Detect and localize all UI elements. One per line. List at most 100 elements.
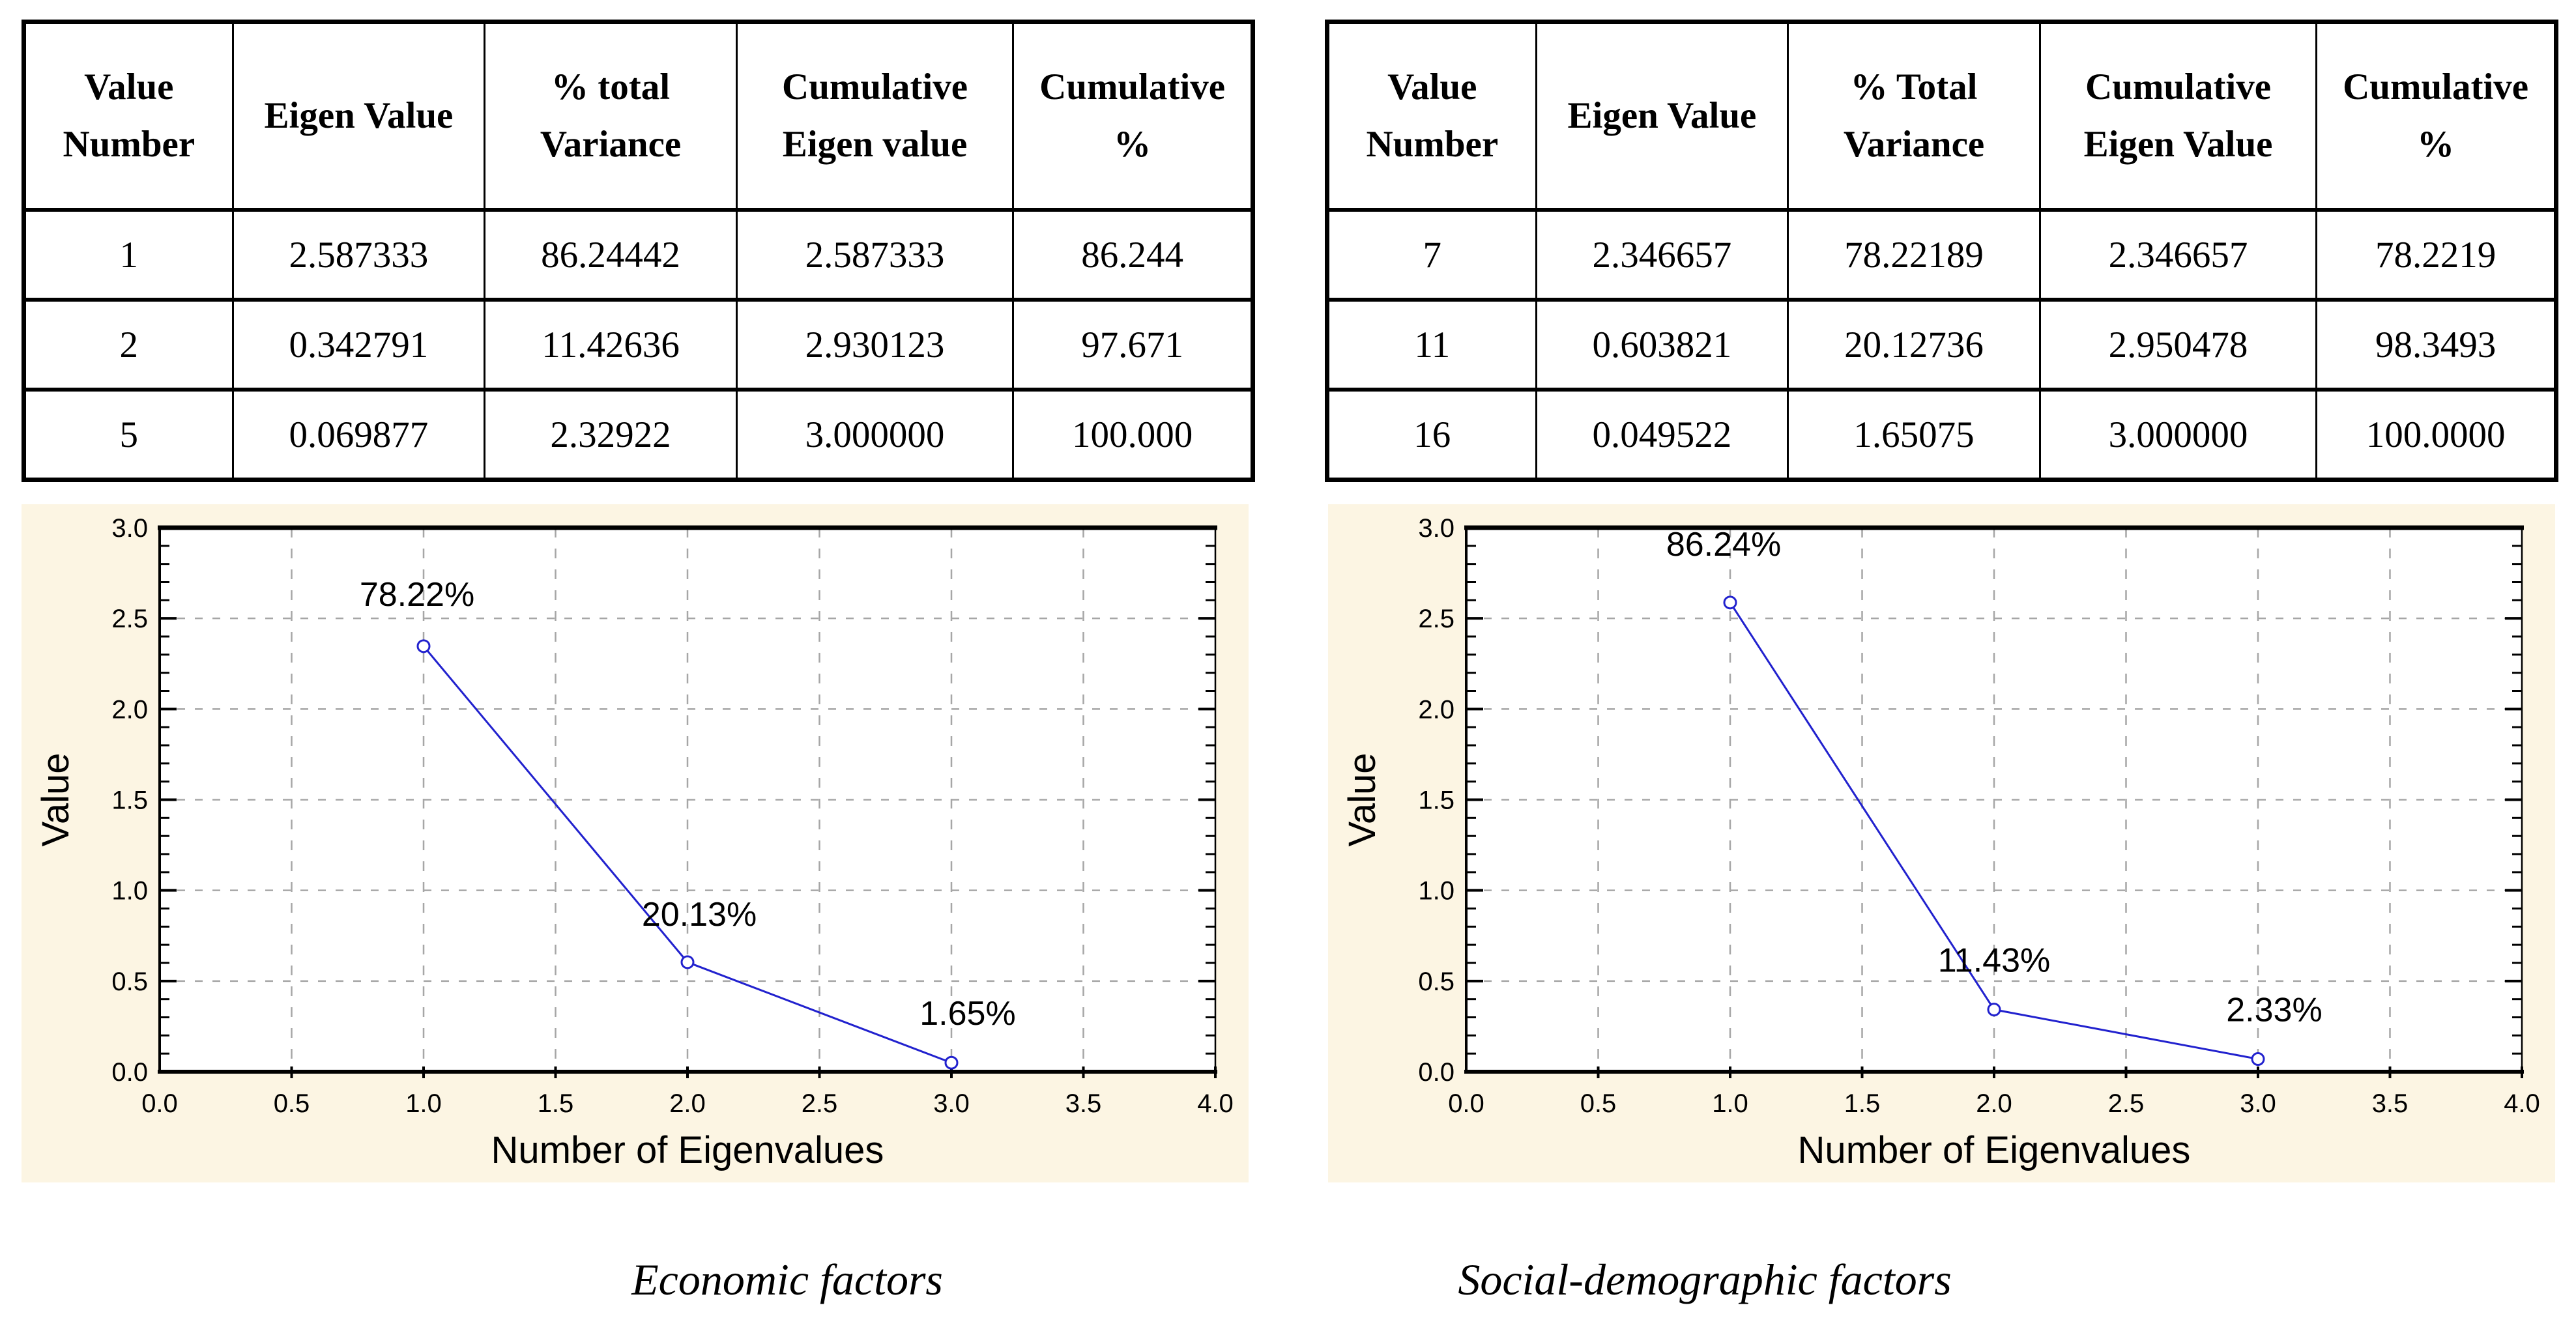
table-cell: 2.346657: [1535, 208, 1789, 302]
svg-text:1.5: 1.5: [1844, 1089, 1881, 1118]
svg-text:0.0: 0.0: [1448, 1089, 1484, 1118]
table-cell: 5: [23, 388, 234, 482]
column-header: Cumulative Eigen value: [735, 20, 1015, 212]
data-point-markers: [416, 639, 959, 1070]
svg-text:78.22%: 78.22%: [360, 576, 474, 614]
svg-text:1.0: 1.0: [111, 877, 148, 906]
svg-text:3.5: 3.5: [1065, 1089, 1102, 1118]
table-row: 2 0.342791 11.42636 2.930123 97.671: [23, 298, 1254, 392]
svg-text:20.13%: 20.13%: [642, 896, 757, 934]
svg-text:2.5: 2.5: [111, 605, 148, 633]
table-cell: 7: [1326, 208, 1537, 302]
svg-text:2.0: 2.0: [669, 1089, 706, 1118]
svg-text:1.65%: 1.65%: [919, 995, 1015, 1033]
svg-text:1.0: 1.0: [1418, 877, 1454, 906]
svg-text:0.5: 0.5: [274, 1089, 310, 1118]
data-point: [944, 1055, 959, 1070]
svg-text:2.0: 2.0: [1976, 1089, 2012, 1118]
data-point: [1987, 1003, 2001, 1017]
svg-text:3.0: 3.0: [1418, 514, 1454, 543]
svg-text:1.0: 1.0: [405, 1089, 442, 1118]
svg-text:1.5: 1.5: [1418, 786, 1454, 815]
table-cell: 2.587333: [231, 208, 486, 302]
data-point: [680, 955, 695, 969]
eigenvalue-table-social-demographic: Value Number Eigen Value% total Variance C…: [22, 20, 1255, 482]
table-row: 7 2.346657 78.22189 2.346657 78.2219: [1326, 208, 2557, 302]
table-cell: 1: [23, 208, 234, 302]
table-cell: 98.3493: [2315, 298, 2557, 392]
table-header-row: Value Number Eigen Value% Total Variance C…: [1326, 20, 2557, 212]
data-point: [2251, 1052, 2265, 1066]
data-point-labels: 78.22% 20.13% 1.65%: [360, 576, 1016, 1033]
y-axis-title: Value: [1341, 752, 1383, 846]
svg-text:0.0: 0.0: [141, 1089, 178, 1118]
column-header: Eigen Value: [231, 20, 486, 212]
table-cell: 0.342791: [231, 298, 486, 392]
svg-text:1.5: 1.5: [538, 1089, 574, 1118]
column-header: % Total Variance: [1787, 20, 2041, 212]
table-cell: 1.65075: [1787, 388, 2041, 482]
data-point-markers: [1723, 595, 2265, 1066]
table-cell: 100.000: [1012, 388, 1254, 482]
table-row: 5 0.069877 2.32922 3.000000 100.000: [23, 388, 1254, 482]
table-cell: 2.32922: [484, 388, 738, 482]
svg-text:1.0: 1.0: [1712, 1089, 1748, 1118]
column-header: Cumulative Eigen Value: [2038, 20, 2318, 212]
svg-text:11.43%: 11.43%: [1938, 942, 2051, 980]
table-cell: 20.12736: [1787, 298, 2041, 392]
table-row: 1 2.587333 86.24442 2.587333 86.244: [23, 208, 1254, 302]
data-point-labels: 86.24% 11.43% 2.33%: [1666, 526, 2323, 1029]
column-header: Cumulative %: [2315, 20, 2557, 212]
eigenvalue-table-economic: Value Number Eigen Value% Total Variance C…: [1325, 20, 2558, 482]
table-header-row: Value Number Eigen Value% total Variance C…: [23, 20, 1254, 212]
svg-text:2.33%: 2.33%: [2226, 992, 2322, 1029]
svg-text:2.5: 2.5: [2108, 1089, 2145, 1118]
table-cell: 2.930123: [735, 298, 1015, 392]
svg-text:4.0: 4.0: [2504, 1089, 2540, 1118]
svg-text:3.5: 3.5: [2372, 1089, 2409, 1118]
scree-plot-economic-factors: 0.0 0.5 1.0 1.5 2.0 2.5 3.0 0.0 0.5 1.0 1.5 2.0 2.5 3…: [22, 504, 1249, 1182]
column-header: Value Number: [1326, 20, 1537, 212]
table-cell: 2.950478: [2038, 298, 2318, 392]
scree-plot-social-demographic-svg: 0.0 0.5 1.0 1.5 2.0 2.5 3.0 0.0 0.5 1.0 1.5 2.0 2.5 3…: [1328, 504, 2555, 1182]
column-header: Cumulative %: [1012, 20, 1254, 212]
svg-text:0.5: 0.5: [1418, 967, 1454, 996]
grid: [1466, 528, 2522, 1072]
axis-ticks: [160, 545, 1217, 1078]
column-header: Value Number: [23, 20, 234, 212]
svg-text:4.0: 4.0: [1197, 1089, 1234, 1118]
column-header: % total Variance: [484, 20, 738, 212]
table-cell: 3.000000: [735, 388, 1015, 482]
table-row: 11 0.603821 20.12736 2.950478 98.3493: [1326, 298, 2557, 392]
table-cell: 0.049522: [1535, 388, 1789, 482]
table-cell: 11: [1326, 298, 1537, 392]
svg-text:2.0: 2.0: [111, 695, 148, 724]
scree-plot-economic-svg: 0.0 0.5 1.0 1.5 2.0 2.5 3.0 0.0 0.5 1.0 1.5 2.0 2.5 3…: [22, 504, 1249, 1182]
svg-text:3.0: 3.0: [933, 1089, 970, 1118]
table-cell: 97.671: [1012, 298, 1254, 392]
y-tick-labels: 0.0 0.5 1.0 1.5 2.0 2.5 3.0: [111, 514, 148, 1087]
table-cell: 78.22189: [1787, 208, 2041, 302]
svg-text:0.5: 0.5: [1580, 1089, 1617, 1118]
y-tick-labels: 0.0 0.5 1.0 1.5 2.0 2.5 3.0: [1418, 514, 1454, 1087]
table-cell: 11.42636: [484, 298, 738, 392]
table-row: 16 0.049522 1.65075 3.000000 100.0000: [1326, 388, 2557, 482]
table-cell: 78.2219: [2315, 208, 2557, 302]
caption-economic-factors: Economic factors: [631, 1255, 943, 1304]
y-axis-title: Value: [35, 752, 77, 846]
table-cell: 2.587333: [735, 208, 1015, 302]
svg-text:0.5: 0.5: [111, 967, 148, 996]
caption-social-demographic-factors: Social-demographic factors: [1458, 1255, 1952, 1304]
table-cell: 2: [23, 298, 234, 392]
table-cell: 0.069877: [231, 388, 486, 482]
svg-text:3.0: 3.0: [111, 514, 148, 543]
x-axis-title: Number of Eigenvalues: [491, 1129, 884, 1171]
svg-text:0.0: 0.0: [111, 1058, 148, 1087]
table-cell: 100.0000: [2315, 388, 2557, 482]
svg-text:2.5: 2.5: [802, 1089, 838, 1118]
svg-text:3.0: 3.0: [2240, 1089, 2276, 1118]
svg-text:1.5: 1.5: [111, 786, 148, 815]
table-cell: 86.24442: [484, 208, 738, 302]
svg-text:86.24%: 86.24%: [1666, 526, 1781, 564]
table-cell: 86.244: [1012, 208, 1254, 302]
